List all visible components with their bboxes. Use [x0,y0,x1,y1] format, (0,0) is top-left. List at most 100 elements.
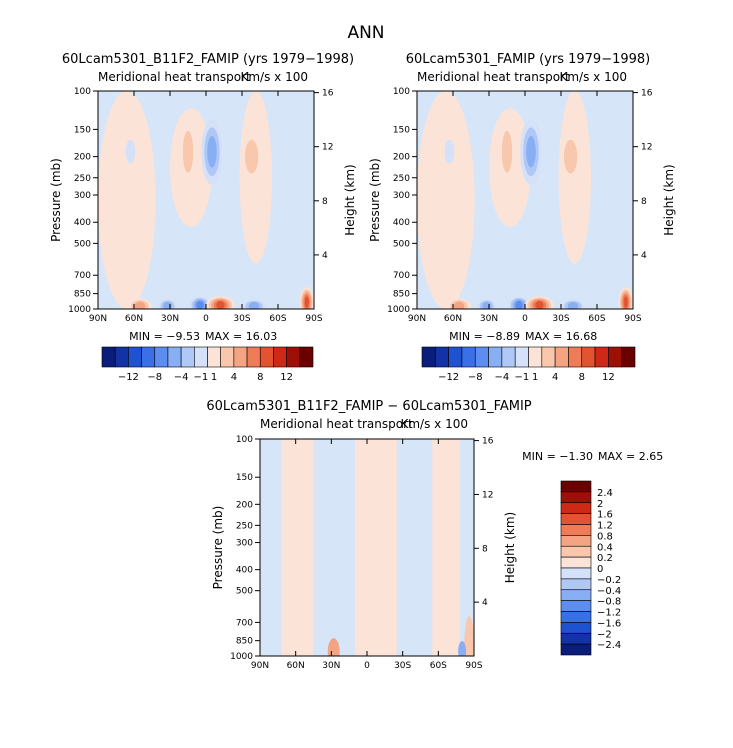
y2-tick-label: 4 [322,251,328,261]
colorbar-swatch [560,611,592,623]
colorbar-swatch [167,346,182,368]
chart-title: 60Lcam5301_B11F2_FAMIP (yrs 1979−1998) [62,52,354,67]
colorbar-swatch [246,346,261,368]
colorbar-label: −0.4 [597,586,621,597]
colorbar-swatch [560,480,592,493]
y-tick-label: 200 [74,153,91,163]
contour-region [281,439,314,656]
colorbar-swatch [560,589,592,601]
colorbar-label: 1 [532,372,538,383]
colorbar-label: −8 [147,372,162,383]
x-tick-label: 30S [552,314,569,324]
colorbar-swatch [560,513,592,525]
colorbar-label: 0.4 [597,542,613,553]
x-tick-label: 60N [287,661,305,671]
y-tick-label: 700 [74,271,91,281]
colorbar-swatch [560,545,592,558]
colorbar-swatch [194,346,208,368]
y2-tick-label: 16 [482,437,494,447]
y2-tick-label: 8 [641,197,647,207]
y2-tick-label: 12 [641,143,652,153]
x-tick-label: 60N [444,314,462,324]
colorbar-swatch [581,346,596,368]
colorbar-swatch [501,346,516,368]
contour-level [563,139,578,174]
colorbar-label: 4 [231,372,237,383]
colorbar-swatch [560,556,592,569]
x-tick-label: 30N [161,314,179,324]
min-label: MIN = −8.89 [449,330,520,343]
contour-level [327,638,340,656]
colorbar-swatch [101,346,116,368]
y-tick-label: 700 [236,618,253,628]
contour-level [216,301,225,309]
chart-units: Km/s x 100 [241,70,309,84]
x-tick-label: 0 [364,661,370,671]
max-label: MAX = 2.65 [598,450,663,463]
y2-tick-label: 8 [322,197,328,207]
y-tick-label: 850 [74,290,91,300]
colorbar-label: 1 [211,372,217,383]
contour-region [98,91,156,309]
colorbar-swatch [220,346,235,368]
colorbar-swatch [560,632,592,645]
y-tick-label: 250 [393,174,410,184]
y-tick-label: 200 [393,153,410,163]
contour-level [453,301,465,309]
contour-level [526,136,536,168]
colorbar-swatch [608,346,622,368]
y-axis-label: Pressure (mb) [49,158,63,242]
chart-subtitle: Meridional heat transport [417,70,570,84]
y-axis-label: Pressure (mb) [368,158,382,242]
contour-region [432,439,460,656]
y-tick-label: 400 [236,566,253,576]
x-tick-label: 0 [203,314,209,324]
colorbar-label: 0.2 [597,553,613,564]
y2-axis-label: Height (km) [343,164,357,235]
x-tick-label: 60S [430,661,447,671]
chart-panel-1: 60Lcam5301_B11F2_FAMIP (yrs 1979−1998) Me… [49,52,357,383]
colorbar-swatch [141,346,156,368]
colorbar-swatch [514,346,529,368]
y-tick-label: 850 [236,637,253,647]
colorbar-swatch [299,346,314,368]
colorbar-swatch [560,600,592,612]
colorbar-swatch [554,346,569,368]
chart-units: Km/s x 100 [560,70,628,84]
colorbar-label: 1.2 [597,521,613,532]
y-tick-label: 700 [393,271,410,281]
x-tick-label: 90S [465,661,482,671]
y-tick-label: 150 [74,125,91,135]
x-tick-label: 90N [408,314,426,324]
colorbar-label: −2 [597,629,612,640]
y2-tick-label: 4 [482,598,488,608]
plot-area [98,91,314,309]
y-tick-label: 300 [393,191,410,201]
contour-level [567,302,579,309]
colorbar-swatch [568,346,583,368]
contour-level [458,641,467,656]
y2-axis-label: Height (km) [503,512,517,583]
plot-area [417,91,633,309]
contour-level [623,296,628,308]
chart-title: 60Lcam5301_FAMIP (yrs 1979−1998) [406,52,651,67]
x-tick-label: 30S [233,314,250,324]
colorbar-swatch [435,346,449,368]
colorbar-label: 0 [597,564,603,575]
contour-level [444,139,455,164]
colorbar-label: 12 [280,372,293,383]
colorbar-swatch [233,346,248,368]
x-tick-label: 60S [269,314,286,324]
x-tick-label: 90N [89,314,107,324]
colorbar-swatch [594,346,609,368]
contour-level [182,130,194,173]
x-tick-label: 30N [480,314,498,324]
y-tick-label: 1000 [387,305,410,315]
colorbar-swatch [560,491,592,504]
colorbar-swatch [560,567,592,580]
contour-level [244,139,259,174]
colorbar-swatch [560,524,592,536]
colorbar-swatch [114,346,129,368]
y2-tick-label: 12 [482,490,493,500]
